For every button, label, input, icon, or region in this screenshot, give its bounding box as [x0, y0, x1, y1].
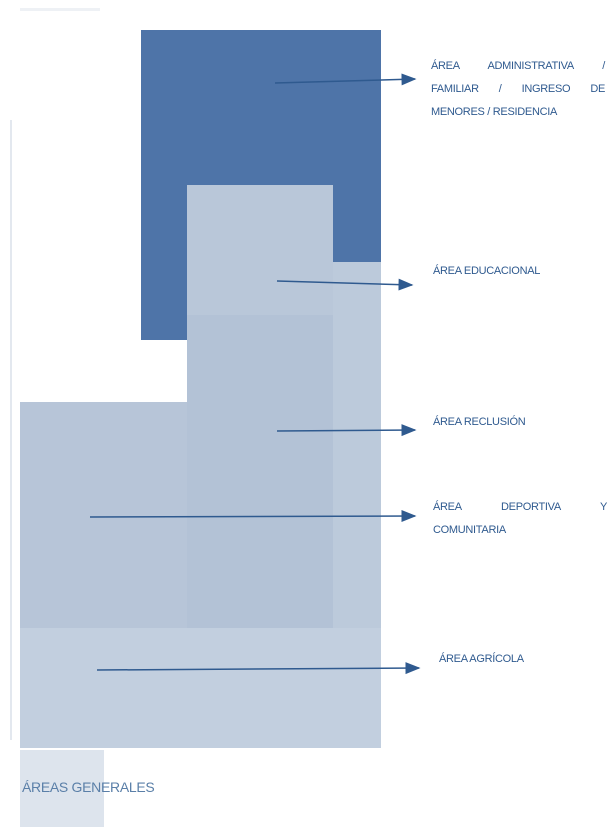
label-administrativa-line-2: FAMILIAR / INGRESO DE: [431, 83, 605, 95]
label-administrativa-line-1: ÁREA ADMINISTRATIVA /: [431, 60, 605, 72]
label-areas-generales: ÁREAS GENERALES: [22, 779, 155, 795]
label-area-reclusion: ÁREA RECLUSIÓN: [433, 416, 526, 428]
label-area-administrativa: ÁREA ADMINISTRATIVA / FAMILIAR / INGRESO…: [431, 55, 605, 124]
label-area-deportiva: ÁREA DEPORTIVA Y COMUNITARIA: [433, 496, 607, 542]
arrow-administrativa: [274, 73, 417, 86]
arrow-agricola: [96, 662, 421, 675]
area-reclusion-inner: [187, 315, 333, 628]
label-area-educacional: ÁREA EDUCACIONAL: [433, 265, 541, 277]
label-deportiva-line-1: ÁREA DEPORTIVA Y: [433, 501, 607, 513]
label-area-agricola: ÁREA AGRÍCOLA: [439, 653, 524, 665]
arrow-reclusion: [276, 424, 417, 437]
edge-line-left: [10, 120, 12, 740]
edge-mark-top: [20, 8, 100, 11]
arrow-deportiva: [89, 510, 417, 523]
area-agricola-block: [20, 628, 381, 748]
label-administrativa-line-3: MENORES / RESIDENCIA: [431, 106, 558, 118]
arrow-educacional: [276, 278, 414, 291]
label-deportiva-line-2: COMUNITARIA: [433, 524, 506, 536]
areas-generales-block: [20, 750, 104, 827]
